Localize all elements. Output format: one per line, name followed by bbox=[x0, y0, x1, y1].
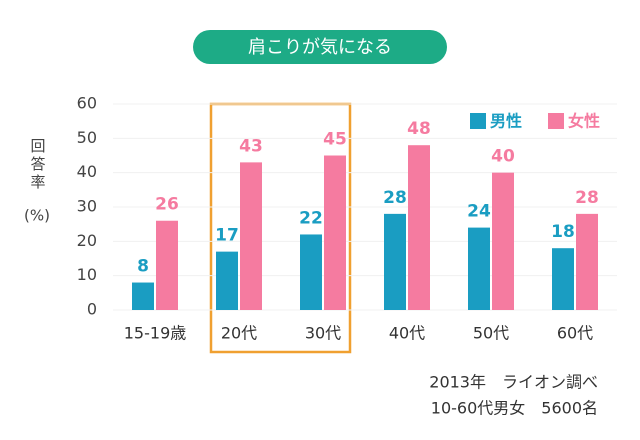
y-tick-label: 40 bbox=[77, 162, 97, 181]
legend-swatch bbox=[548, 113, 564, 129]
y-tick-label: 20 bbox=[77, 231, 97, 250]
title-pill bbox=[193, 30, 447, 64]
x-tick-label: 40代 bbox=[389, 324, 425, 343]
bar bbox=[300, 234, 322, 310]
bar bbox=[468, 227, 490, 310]
y-axis-label: 回答率 bbox=[29, 138, 47, 192]
value-label: 48 bbox=[407, 119, 431, 139]
y-tick-label: 0 bbox=[87, 300, 97, 319]
value-label: 8 bbox=[137, 257, 149, 277]
y-axis-unit: (%) bbox=[24, 207, 50, 225]
legend-label: 男性 bbox=[490, 112, 522, 131]
x-tick-label: 60代 bbox=[557, 324, 593, 343]
x-tick-label: 50代 bbox=[473, 324, 509, 343]
chart-title: 肩こりが気になる bbox=[248, 37, 392, 58]
bar bbox=[132, 282, 154, 310]
value-label: 28 bbox=[383, 188, 407, 208]
y-tick-label: 30 bbox=[77, 197, 97, 216]
bar bbox=[576, 213, 598, 310]
value-label: 40 bbox=[491, 147, 515, 167]
bar bbox=[552, 248, 574, 310]
legend-label: 女性 bbox=[568, 112, 600, 131]
x-tick-label: 20代 bbox=[221, 324, 257, 343]
legend-swatch bbox=[470, 113, 486, 129]
x-tick-label: 15-19歳 bbox=[124, 324, 187, 343]
value-label: 45 bbox=[323, 130, 347, 150]
bar bbox=[216, 251, 238, 310]
value-label: 22 bbox=[299, 208, 323, 228]
value-label: 26 bbox=[155, 195, 179, 215]
bar bbox=[156, 220, 178, 310]
value-label: 43 bbox=[239, 136, 263, 156]
x-tick-label: 30代 bbox=[305, 324, 341, 343]
bar bbox=[384, 213, 406, 310]
y-tick-label: 60 bbox=[77, 94, 97, 113]
bar bbox=[492, 172, 514, 310]
value-label: 18 bbox=[551, 222, 575, 242]
bar bbox=[240, 162, 262, 310]
bar bbox=[324, 155, 346, 310]
y-tick-label: 10 bbox=[77, 265, 97, 284]
y-tick-label: 50 bbox=[77, 128, 97, 147]
footnote: 2013年 ライオン調べ bbox=[429, 373, 598, 392]
value-label: 24 bbox=[467, 202, 491, 222]
footnote: 10-60代男女 5600名 bbox=[431, 399, 598, 418]
value-label: 17 bbox=[215, 226, 239, 246]
bar bbox=[408, 145, 430, 310]
value-label: 28 bbox=[575, 188, 599, 208]
